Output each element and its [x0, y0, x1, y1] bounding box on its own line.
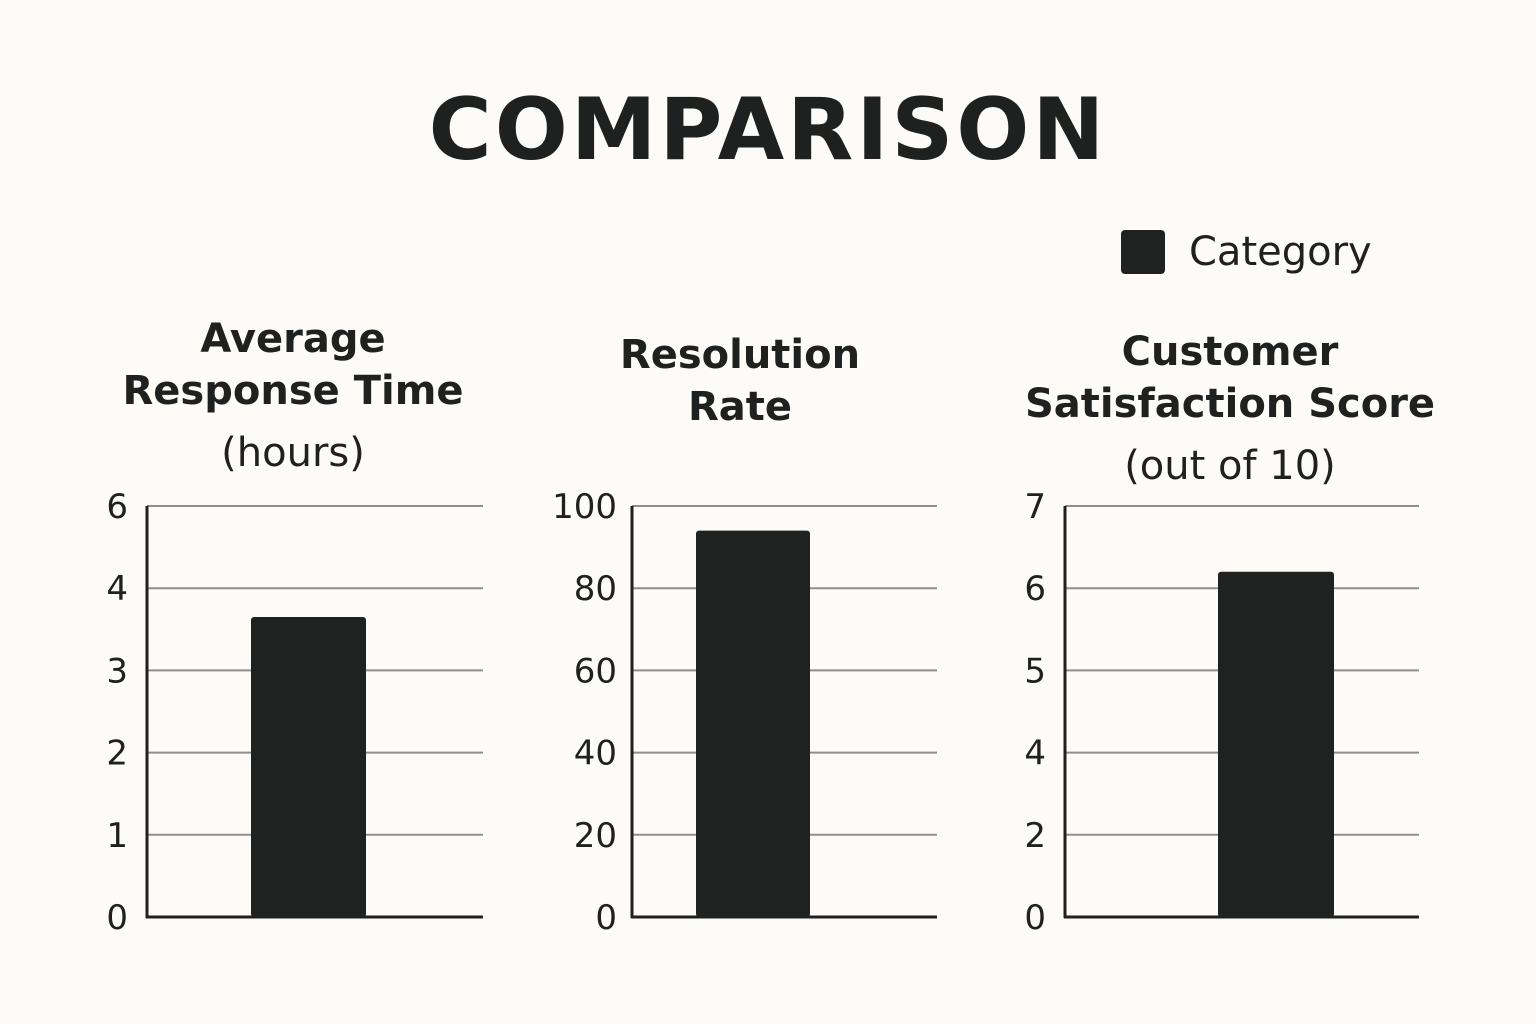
chart-3-unit: (out of 10) [1124, 443, 1336, 489]
y-tick-label: 2 [106, 734, 128, 774]
y-tick-label: 80 [574, 569, 617, 609]
chart-3: 0 2 4 5 6 7 [1024, 487, 1419, 938]
y-tick-label: 7 [1024, 487, 1046, 527]
chart-3-title-line2: Satisfaction Score [1024, 381, 1436, 427]
chart-3-title: Customer Satisfaction Score (out of 10) [1010, 326, 1450, 492]
y-tick-label: 40 [574, 734, 617, 774]
chart-2-title: Resolution Rate [520, 329, 960, 433]
y-tick-label: 2 [1024, 816, 1046, 856]
y-tick-label: 1 [106, 816, 128, 856]
chart-1: 0 1 2 3 4 6 [106, 487, 483, 938]
y-tick-label: 20 [574, 816, 617, 856]
chart-1-title: Average Response Time (hours) [73, 313, 513, 479]
y-tick-label: 0 [595, 898, 617, 938]
legend-label: Category [1189, 229, 1372, 275]
y-tick-label: 0 [1024, 898, 1046, 938]
y-tick-label: 5 [1024, 651, 1046, 691]
y-tick-label: 6 [1024, 569, 1046, 609]
chart-1-unit: (hours) [221, 430, 365, 476]
chart-3-title-line1: Customer [1121, 329, 1339, 375]
y-tick-label: 100 [552, 487, 617, 527]
chart-2-title-line1: Resolution [619, 332, 861, 378]
chart-1-title-line1: Average [200, 316, 386, 362]
legend-swatch [1121, 230, 1165, 274]
y-tick-label: 3 [106, 651, 128, 691]
y-tick-label: 6 [106, 487, 128, 527]
legend: Category [1121, 228, 1372, 276]
chart-2-title-line2: Rate [687, 384, 793, 430]
y-tick-label: 0 [106, 898, 128, 938]
bar [696, 530, 810, 917]
chart-2: 0 20 40 60 80 100 [552, 487, 937, 938]
chart-1-title-line2: Response Time [122, 368, 464, 414]
page-title: COMPARISON [428, 80, 1108, 180]
y-tick-label: 60 [574, 651, 617, 691]
bar [1218, 571, 1334, 917]
bar [251, 616, 366, 917]
y-tick-label: 4 [106, 569, 128, 609]
y-tick-label: 4 [1024, 734, 1046, 774]
